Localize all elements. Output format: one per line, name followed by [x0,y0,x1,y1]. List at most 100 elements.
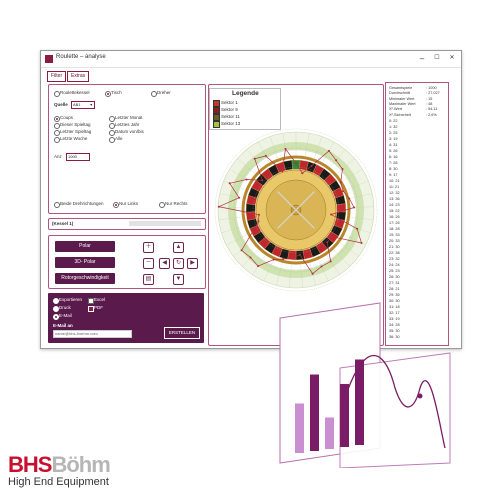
decor-bar [340,384,349,447]
grid-spoke [282,133,287,157]
radio-druck[interactable] [53,306,59,312]
arrow-right-icon[interactable]: ▶ [187,258,198,269]
number-count-row: 16: 26 [389,214,400,219]
zoom-out-icon[interactable]: － [143,258,154,269]
number-count-row: 17: 26 [389,220,400,225]
minimize-button[interactable]: – [419,54,425,63]
label-letzte-woche: Letzte Woche [60,136,88,141]
legend-label: Sektor 13 [221,121,241,126]
count-input[interactable]: 1000 [66,153,90,161]
radio-letzter-monat[interactable] [109,116,115,122]
stat-value: : 54,11 [426,107,438,112]
source-select[interactable]: AB1 ▼ [71,101,95,109]
polar-button[interactable]: Polar [55,241,115,252]
number-count-row: 30: 30 [389,298,400,303]
stat-label: Maximaler Wert [389,101,416,106]
number-count-row: 3: 19 [389,136,398,141]
radio-tisch[interactable] [105,91,111,97]
grid-spoke [276,262,283,286]
wheel-spoke [295,209,315,229]
radio-alle[interactable] [109,137,115,143]
number-count-row: 31: 18 [389,304,400,309]
radio-nur-rechts[interactable] [159,202,165,208]
number-count-row: 1: 32 [389,124,398,129]
kessel-panel: (Kessel 1) [48,218,206,230]
radio-letztes-jahr[interactable] [109,123,115,129]
series-point [342,190,344,193]
arrow-left-icon[interactable]: ◀ [159,258,170,269]
app-icon [45,55,53,63]
chart-buttons-panel: Polar 3D- Polar Rotorgeschwindigkeit ＋ ▲… [48,235,206,289]
legend-item: Sektor 11 [213,114,277,121]
number-count-row: 9: 17 [389,172,398,177]
number-count-row: 34: 28 [389,322,400,327]
grid-spoke [313,136,323,160]
wheel-pocket [283,160,293,171]
checkbox-excel[interactable] [88,298,94,304]
number-count-row: 4: 31 [389,142,398,147]
decorative-chart-graphic [279,302,451,468]
radio-letzte-woche[interactable] [54,137,60,143]
stat-label: Minimaler Wert [389,96,415,101]
chevron-down-icon: ▼ [89,103,93,107]
legend-item: Sektor 13 [213,121,277,128]
label-letztes-jahr: Letztes Jahr [115,122,140,127]
polar-3d-button[interactable]: 3D- Polar [55,257,115,268]
menu-extras[interactable]: Extras [67,71,90,82]
rotor-speed-button[interactable]: Rotorgeschwindigkeit [55,273,115,284]
email-label: E-Mail an [53,323,73,328]
number-count-row: 8: 30 [389,166,398,171]
stat-label: Durchschnitt [389,91,411,96]
series-point [257,220,260,223]
radio-letzter-spieltag[interactable] [54,130,60,136]
clipboard-icon[interactable]: ▤ [143,274,154,285]
label-beide-drehrichtungen: Beide Drehrichtungen [60,201,104,206]
number-count-row: 0: 22 [389,118,398,123]
menu-filter[interactable]: Filter [47,71,67,82]
arrow-up-icon[interactable]: ▲ [173,242,184,253]
number-count-row: 21: 30 [389,244,400,249]
label-pdf: PDF [94,305,103,310]
radio-email[interactable] [53,314,59,320]
label-tisch: Tisch [111,90,122,95]
grid-spoke [339,242,359,257]
series-point [348,197,351,200]
radio-exportieren[interactable] [53,298,59,304]
create-button[interactable]: ERSTELLEN [164,327,200,339]
label-nur-rechts: Nur Rechts [165,201,188,206]
radio-beide-drehrichtungen[interactable] [54,202,60,208]
label-roulettekessel: Roulettekessel [60,90,90,95]
radio-roulettekessel[interactable] [54,91,60,97]
email-input[interactable]: name@bhs-boehm.com [53,330,132,338]
label-coups: Coups [60,115,74,120]
number-count-row: 23: 32 [389,256,400,261]
polar-series [217,147,363,275]
number-count-row: 19: 33 [389,232,400,237]
radio-dieser-spieltag[interactable] [54,123,60,129]
grid-spoke [333,248,351,267]
series-point [326,241,329,244]
wheel-pocket [245,203,256,213]
source-label: Quelle [54,102,68,107]
label-druck: Druck [59,305,71,310]
arrow-down-icon[interactable]: ▼ [173,274,184,285]
radio-coups[interactable] [54,116,60,122]
zoom-in-icon[interactable]: ＋ [143,242,154,253]
series-point [356,227,359,230]
grid-spoke [336,158,355,175]
trend-line [344,354,446,449]
grid-spoke [346,180,369,190]
decor-bar [355,359,364,445]
close-button[interactable]: ✕ [449,55,455,61]
rotate-icon[interactable]: ↻ [173,258,184,269]
series-point [257,265,260,268]
checkbox-pdf[interactable] [88,306,94,312]
stat-label: X²-Sicherheit [389,112,411,117]
radio-datum-von-bis[interactable] [109,130,115,136]
radio-nur-links[interactable] [113,202,119,208]
radio-dreher[interactable] [151,91,157,97]
number-count-row: 7: 28 [389,160,398,165]
number-count-row: 35: 30 [389,328,400,333]
series-point [245,178,248,181]
maximize-button[interactable]: ☐ [434,55,440,61]
